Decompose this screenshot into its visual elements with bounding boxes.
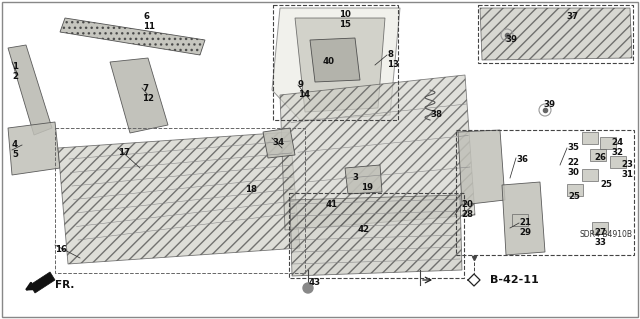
Polygon shape <box>458 130 505 205</box>
Text: 16: 16 <box>55 245 67 254</box>
Text: 10: 10 <box>339 10 351 19</box>
Text: 1: 1 <box>12 62 18 71</box>
Text: 11: 11 <box>143 22 155 31</box>
Polygon shape <box>272 8 400 120</box>
Text: 43: 43 <box>309 278 321 287</box>
Bar <box>273 5 398 120</box>
Text: 5: 5 <box>12 150 18 159</box>
Text: 4: 4 <box>12 140 18 149</box>
Text: B-42-11: B-42-11 <box>490 275 539 285</box>
Text: 35: 35 <box>567 143 579 152</box>
Text: 18: 18 <box>245 185 257 194</box>
Text: 8: 8 <box>387 50 393 59</box>
Text: 39: 39 <box>543 100 555 109</box>
Circle shape <box>303 283 313 293</box>
Bar <box>582 132 598 144</box>
Polygon shape <box>345 165 382 194</box>
Text: SDR4-B4910B: SDR4-B4910B <box>579 230 632 239</box>
Text: 17: 17 <box>118 148 130 157</box>
Bar <box>610 156 626 168</box>
Text: 14: 14 <box>298 90 310 99</box>
Polygon shape <box>502 182 545 255</box>
Text: 39: 39 <box>505 35 517 44</box>
Text: 34: 34 <box>272 138 284 147</box>
Text: 28: 28 <box>461 210 473 219</box>
Text: 31: 31 <box>621 170 633 179</box>
Text: 42: 42 <box>358 225 370 234</box>
Text: 15: 15 <box>339 20 351 29</box>
Text: 2: 2 <box>12 72 18 81</box>
Text: 27: 27 <box>594 228 606 237</box>
Text: 19: 19 <box>361 183 373 192</box>
Polygon shape <box>295 18 385 112</box>
Bar <box>512 214 528 226</box>
Bar <box>289 193 464 278</box>
Text: 36: 36 <box>516 155 528 164</box>
Bar <box>582 169 598 181</box>
Text: 9: 9 <box>298 80 304 89</box>
Text: 26: 26 <box>594 153 606 162</box>
Bar <box>456 130 634 255</box>
Bar <box>478 5 633 63</box>
Text: FR.: FR. <box>55 280 74 290</box>
Text: 30: 30 <box>567 168 579 177</box>
Text: 3: 3 <box>352 173 358 182</box>
Text: 40: 40 <box>323 57 335 66</box>
Text: 25: 25 <box>600 180 612 189</box>
Text: 24: 24 <box>611 138 623 147</box>
Bar <box>600 137 616 149</box>
Text: 32: 32 <box>611 148 623 157</box>
Polygon shape <box>480 8 632 60</box>
Text: 23: 23 <box>621 160 633 169</box>
Text: 12: 12 <box>142 94 154 103</box>
Bar <box>55 128 305 273</box>
Text: 6: 6 <box>143 12 149 21</box>
Polygon shape <box>58 132 300 264</box>
Text: 21: 21 <box>519 218 531 227</box>
Bar <box>567 184 583 196</box>
Polygon shape <box>280 75 475 230</box>
Text: 29: 29 <box>519 228 531 237</box>
Polygon shape <box>310 38 360 82</box>
Text: 25: 25 <box>568 192 580 201</box>
Text: 20: 20 <box>461 200 473 209</box>
Text: 38: 38 <box>430 110 442 119</box>
Text: 13: 13 <box>387 60 399 69</box>
Text: 22: 22 <box>567 158 579 167</box>
Polygon shape <box>8 122 60 175</box>
Text: 37: 37 <box>566 12 578 21</box>
Polygon shape <box>30 272 55 293</box>
Polygon shape <box>110 58 168 133</box>
Polygon shape <box>60 18 205 55</box>
Bar <box>590 149 606 161</box>
Bar <box>592 222 608 234</box>
Text: 7: 7 <box>142 84 148 93</box>
Polygon shape <box>8 45 52 135</box>
Text: 33: 33 <box>594 238 606 247</box>
Polygon shape <box>263 128 295 158</box>
Polygon shape <box>290 195 462 276</box>
Text: 41: 41 <box>326 200 338 209</box>
